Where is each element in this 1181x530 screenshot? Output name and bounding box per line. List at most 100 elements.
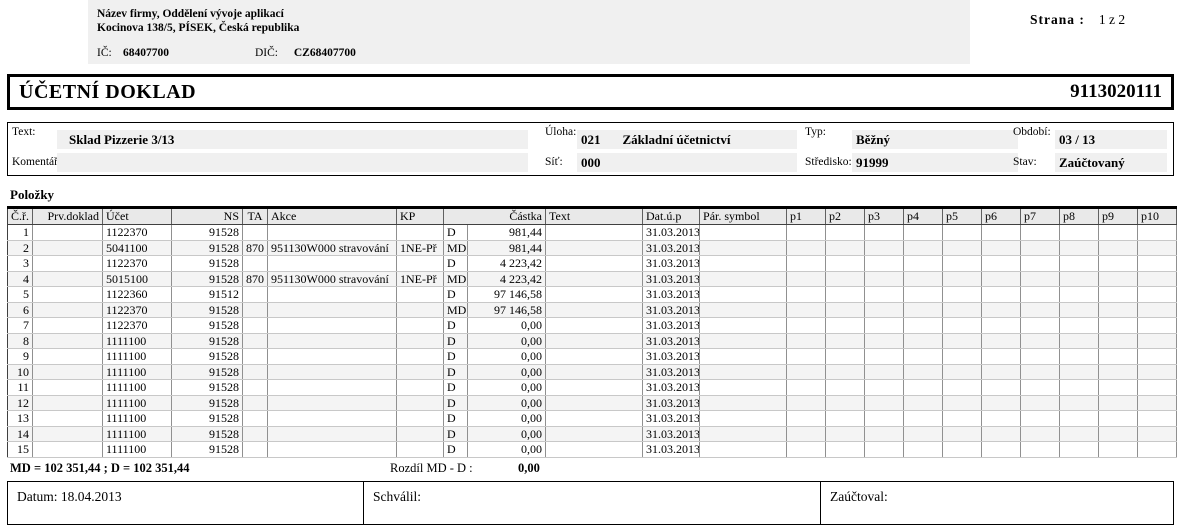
cell-ucet: 1122370 xyxy=(102,224,172,241)
cell-p7 xyxy=(1020,395,1061,411)
cell-datup: 31.03.2013 xyxy=(642,379,701,396)
uloha-label: Úloha: xyxy=(545,126,577,138)
cell-akce xyxy=(267,410,397,427)
cell-p9 xyxy=(1098,348,1139,365)
cell-p7 xyxy=(1020,255,1061,272)
cell-dm: D xyxy=(443,395,468,411)
cell-p9 xyxy=(1098,395,1139,411)
cell-ucet: 1111100 xyxy=(102,379,172,396)
column-header-ns: NS xyxy=(171,207,243,225)
cell-castka: 0,00 xyxy=(467,317,547,334)
cell-p2 xyxy=(825,348,866,365)
items-label: Položky xyxy=(10,187,55,202)
cell-p8 xyxy=(1059,224,1100,241)
cell-p8 xyxy=(1059,379,1100,396)
cell-castka: 981,44 xyxy=(467,224,547,241)
cell-p8 xyxy=(1059,348,1100,365)
cell-castka: 0,00 xyxy=(467,364,547,380)
cell-p4 xyxy=(903,286,944,303)
cell-prv xyxy=(32,441,103,458)
cell-p3 xyxy=(864,333,905,349)
cell-p1 xyxy=(786,348,827,365)
cell-p6 xyxy=(981,240,1022,256)
cell-p6 xyxy=(981,317,1022,334)
dic-label: DIČ: xyxy=(255,47,278,59)
uloha-field: 021 Základní účetnictví xyxy=(577,130,797,149)
cell-ucet: 1111100 xyxy=(102,426,172,442)
cell-p1 xyxy=(786,395,827,411)
cell-ns: 91528 xyxy=(171,426,243,442)
cell-text xyxy=(545,224,644,241)
cell-datup: 31.03.2013 xyxy=(642,240,701,256)
table-row: 12 1111100 91528 D 0,00 31.03.2013 xyxy=(7,395,1178,411)
cell-kp: 1NE-Př xyxy=(396,240,444,256)
cell-p1 xyxy=(786,317,827,334)
cell-kp xyxy=(396,379,444,396)
cell-dm: D xyxy=(443,333,468,349)
typ-label: Typ: xyxy=(805,126,826,138)
cell-p2 xyxy=(825,379,866,396)
uloha-value: 021 xyxy=(581,132,601,147)
column-header-p8: p8 xyxy=(1059,207,1100,225)
cell-prv xyxy=(32,240,103,256)
cell-cr: 8 xyxy=(7,333,33,349)
cell-p6 xyxy=(981,286,1022,303)
cell-dm: D xyxy=(443,224,468,241)
cell-p7 xyxy=(1020,224,1061,241)
typ-value: Běžný xyxy=(856,132,890,147)
cell-ucet: 1111100 xyxy=(102,348,172,365)
komentar-label: Komentář: xyxy=(12,156,62,168)
column-header-akce: Akce xyxy=(267,207,397,225)
cell-p8 xyxy=(1059,364,1100,380)
cell-p10 xyxy=(1137,286,1178,303)
cell-p2 xyxy=(825,395,866,411)
cell-datup: 31.03.2013 xyxy=(642,410,701,427)
column-header-ta: TA xyxy=(242,207,268,225)
cell-datup: 31.03.2013 xyxy=(642,348,701,365)
cell-p9 xyxy=(1098,317,1139,334)
page-number-label: Strana : xyxy=(1030,12,1085,27)
cell-text xyxy=(545,255,644,272)
column-header-p5: p5 xyxy=(942,207,983,225)
cell-par xyxy=(699,333,788,349)
cell-p5 xyxy=(942,302,983,318)
cell-par xyxy=(699,364,788,380)
cell-p9 xyxy=(1098,333,1139,349)
cell-datup: 31.03.2013 xyxy=(642,426,701,442)
cell-p1 xyxy=(786,286,827,303)
cell-castka: 0,00 xyxy=(467,379,547,396)
cell-p3 xyxy=(864,302,905,318)
cell-ta xyxy=(242,364,268,380)
cell-prv xyxy=(32,348,103,365)
cell-kp xyxy=(396,317,444,334)
cell-p4 xyxy=(903,441,944,458)
cell-text xyxy=(545,426,644,442)
cell-p8 xyxy=(1059,395,1100,411)
cell-ucet: 5015100 xyxy=(102,271,172,287)
cell-p9 xyxy=(1098,286,1139,303)
cell-p3 xyxy=(864,271,905,287)
cell-ns: 91528 xyxy=(171,317,243,334)
document-info-box: Text: Sklad Pizzerie 3/13 Úloha: 021 Zákl… xyxy=(7,122,1174,176)
cell-p6 xyxy=(981,395,1022,411)
cell-cr: 3 xyxy=(7,255,33,272)
stredisko-field: 91999 xyxy=(852,153,1018,172)
cell-p1 xyxy=(786,302,827,318)
cell-p9 xyxy=(1098,379,1139,396)
cell-ns: 91528 xyxy=(171,348,243,365)
cell-p2 xyxy=(825,317,866,334)
cell-text xyxy=(545,395,644,411)
cell-ns: 91528 xyxy=(171,379,243,396)
column-header-p9: p9 xyxy=(1098,207,1139,225)
cell-p7 xyxy=(1020,364,1061,380)
cell-dm: D xyxy=(443,286,468,303)
column-header-dat-p: Dat.ú.p xyxy=(642,207,701,225)
cell-cr: 7 xyxy=(7,317,33,334)
cell-p2 xyxy=(825,255,866,272)
cell-datup: 31.03.2013 xyxy=(642,441,701,458)
company-name: Název firmy, Oddělení vývoje aplikací xyxy=(97,8,284,20)
cell-p8 xyxy=(1059,426,1100,442)
cell-kp xyxy=(396,255,444,272)
cell-p9 xyxy=(1098,271,1139,287)
